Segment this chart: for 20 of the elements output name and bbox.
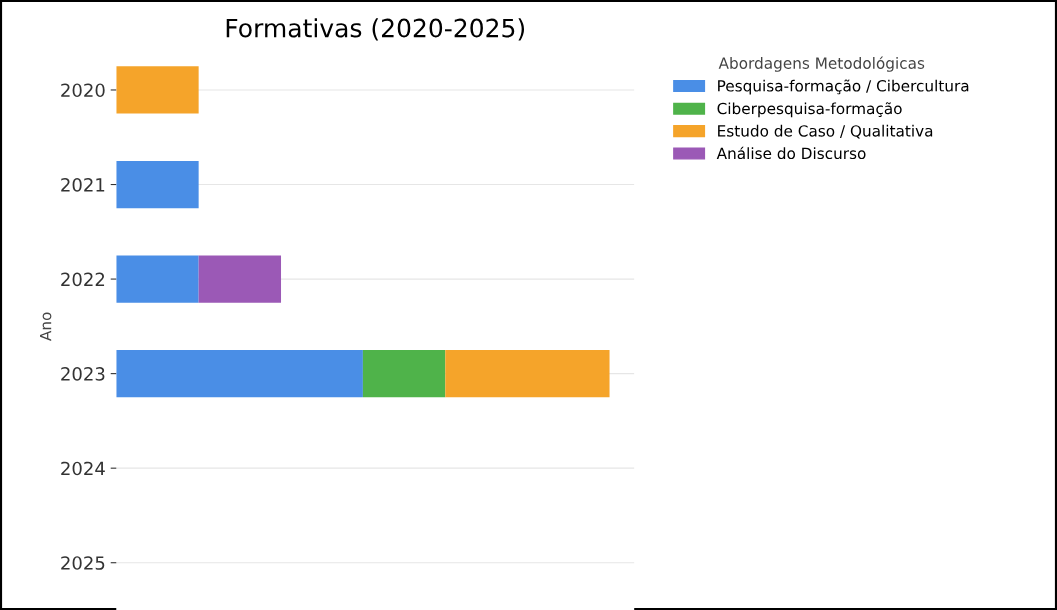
legend-title: Abordagens Metodológicas [718,56,925,72]
y-tick-label: 2021 [61,177,105,192]
bar [116,255,199,303]
y-tick-label: 2024 [61,461,105,476]
legend-label: Estudo de Caso / Qualitativa [718,124,933,139]
y-tick-label: 2025 [61,556,105,570]
bar [116,66,199,114]
y-tick-label: 2022 [61,272,105,287]
bar [198,255,282,303]
bar [362,349,446,398]
legend-label: Pesquisa-formação / Cibercultura [718,79,969,95]
y-tick-label: 2020 [61,83,105,98]
legend-label: Análise do Discurso [716,146,866,160]
chart-title: Formativas (2020-2025) [226,18,525,41]
legend-label: Ciberpesquisa-formação [717,102,902,118]
y-axis-title: Ano [40,312,52,341]
bar [116,349,363,398]
bar [445,349,610,398]
y-tick-label: 2023 [61,367,105,381]
bar [116,160,199,209]
